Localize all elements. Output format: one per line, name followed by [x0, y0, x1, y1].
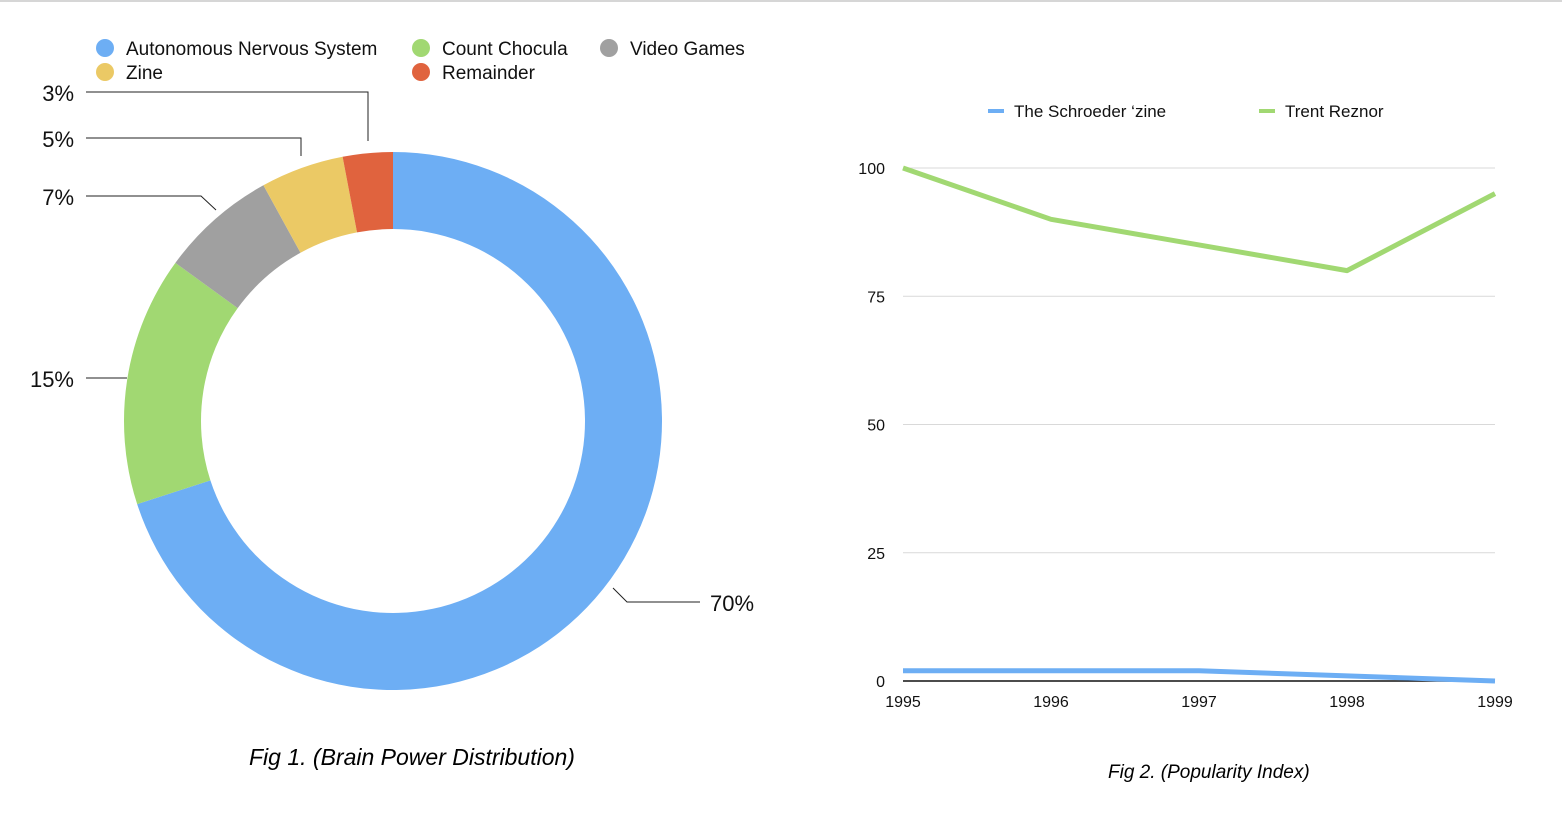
y-tick-label-3: 75 — [867, 289, 885, 306]
line-chart: 0 25 50 75 100 1995 1996 1997 1998 1999 The Schroe… — [858, 102, 1513, 711]
series-line-1 — [903, 668, 1496, 684]
leader-line-3 — [86, 195, 217, 211]
slice-label-5: 3% — [42, 81, 74, 106]
y-tick-label-4: 100 — [858, 161, 885, 178]
slice-label-1: 70% — [710, 591, 754, 616]
legend-label-4: Zine — [126, 63, 163, 84]
legend-marker-3 — [600, 39, 618, 57]
y-tick-label-1: 25 — [867, 546, 885, 563]
slice-label-4: 5% — [42, 127, 74, 152]
series-line-2 — [902, 165, 1497, 274]
donut-chart: 70% 15% 7% 5% 3% Autonomous Nervous System Cou… — [30, 39, 754, 690]
series-legend-label-1: The Schroeder ‘zine — [1014, 102, 1166, 121]
leader-line-4 — [86, 137, 302, 156]
donut-slice-4 — [263, 156, 358, 253]
legend-marker-2 — [412, 39, 430, 57]
legend-label-1: Autonomous Nervous System — [126, 39, 377, 60]
y-tick-label-0: 0 — [876, 674, 885, 691]
legend-label-5: Remainder — [442, 63, 536, 84]
donut-slice-3 — [175, 185, 301, 309]
top-divider — [0, 0, 1562, 2]
x-tick-label-3: 1998 — [1329, 694, 1365, 711]
x-tick-label-4: 1999 — [1477, 694, 1513, 711]
series-legend-label-2: Trent Reznor — [1285, 102, 1384, 121]
leader-line-5 — [86, 91, 369, 141]
fig1-caption: Fig 1. (Brain Power Distribution) — [249, 744, 575, 770]
x-tick-label-2: 1997 — [1181, 694, 1217, 711]
y-tick-label-2: 50 — [867, 418, 885, 435]
slice-label-2: 15% — [30, 367, 74, 392]
slice-label-3: 7% — [42, 185, 74, 210]
fig2-caption: Fig 2. (Popularity Index) — [1108, 762, 1310, 783]
donut-slice-5 — [342, 152, 393, 233]
legend-marker-5 — [412, 63, 430, 81]
leader-line-1 — [612, 587, 700, 603]
x-tick-label-1: 1996 — [1033, 694, 1069, 711]
legend-label-2: Count Chocula — [442, 39, 568, 60]
legend-marker-1 — [96, 39, 114, 57]
donut-slice-2 — [124, 262, 238, 505]
legend-label-3: Video Games — [630, 39, 745, 60]
x-tick-label-0: 1995 — [885, 694, 921, 711]
legend-marker-4 — [96, 63, 114, 81]
donut-slice-1 — [137, 152, 663, 690]
